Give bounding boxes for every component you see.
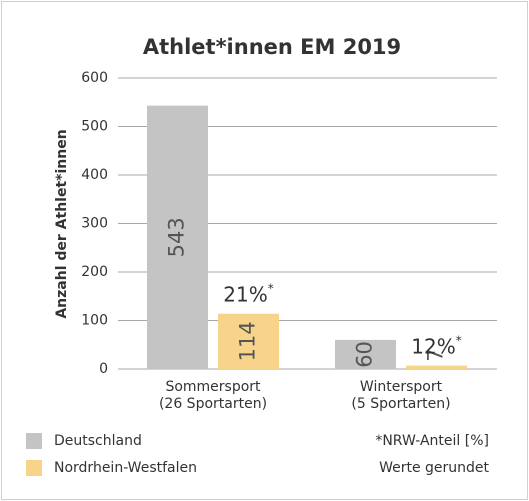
y-tick-label: 500: [81, 119, 108, 135]
value-label: 60: [353, 341, 377, 368]
y-tick-label: 0: [99, 361, 108, 377]
note: Werte gerundet: [379, 460, 489, 476]
annotation-text: 21%: [223, 282, 267, 306]
legend-swatch: [26, 433, 42, 449]
value-label: 7: [424, 348, 448, 361]
y-tick-label: 100: [81, 313, 108, 329]
bar: [335, 339, 396, 369]
y-axis-label: Anzahl der Athlet*innen: [54, 129, 70, 318]
legend-swatch: [26, 460, 42, 476]
x-tick-label: Sommersport: [165, 379, 261, 395]
bar: [218, 313, 279, 369]
bar: [147, 105, 208, 370]
annotation: 21%*: [223, 281, 273, 306]
chart-title: Athlet*innen EM 2019: [143, 35, 401, 59]
x-tick-label: Wintersport: [360, 379, 443, 395]
annotation: 12%*: [411, 333, 461, 358]
x-tick-note: (5 Sportarten): [351, 396, 450, 412]
bar: [406, 365, 467, 369]
note: *NRW-Anteil [%]: [375, 433, 489, 449]
annotation-text: 12%: [411, 334, 455, 358]
value-label: 543: [165, 217, 189, 257]
legend-label: Nordrhein-Westfalen: [54, 460, 197, 476]
x-tick-note: (26 Sportarten): [159, 396, 267, 412]
y-tick-label: 400: [81, 167, 108, 183]
annotation-sup: *: [456, 333, 462, 347]
legend-label: Deutschland: [54, 433, 142, 449]
y-tick-label: 300: [81, 216, 108, 232]
annotation-sup: *: [268, 281, 274, 295]
y-tick-label: 600: [81, 70, 108, 86]
value-label: 114: [236, 321, 260, 361]
y-tick-label: 200: [81, 264, 108, 280]
